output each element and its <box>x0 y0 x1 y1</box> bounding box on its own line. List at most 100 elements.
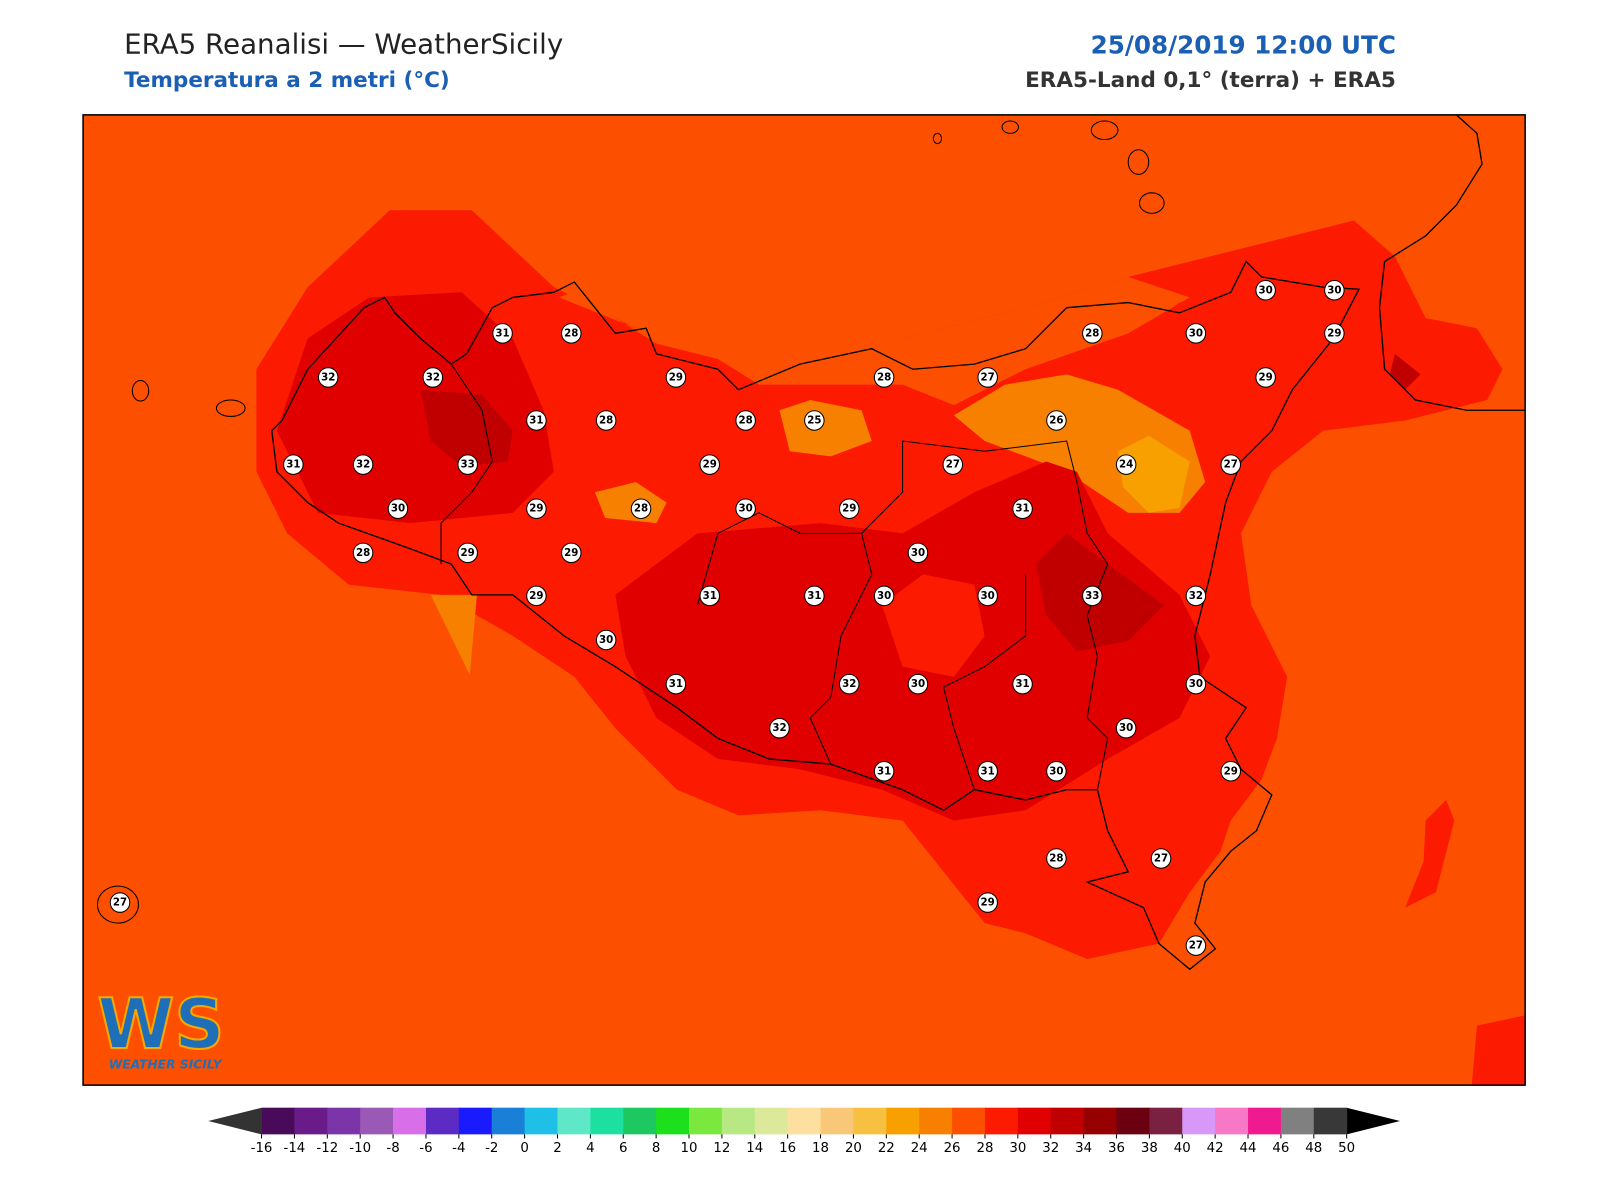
colorbar-bin <box>327 1107 361 1135</box>
station-marker <box>1046 410 1067 431</box>
station-value: 31 <box>877 765 891 777</box>
station-value: 28 <box>564 327 578 339</box>
station-marker <box>526 410 547 431</box>
frame <box>82 114 1526 1086</box>
island <box>1001 120 1019 134</box>
colorbar-bin <box>1083 1107 1118 1135</box>
station-marker <box>526 498 547 519</box>
colorbar-label: 48 <box>1305 1141 1322 1156</box>
field <box>779 400 872 457</box>
island <box>131 379 150 402</box>
station-value: 29 <box>842 503 856 515</box>
station-value: 29 <box>529 503 543 515</box>
colorbar-bin <box>820 1107 854 1135</box>
colorbar-label: 32 <box>1042 1141 1059 1156</box>
colorbar-bin <box>1149 1107 1183 1135</box>
colorbar-bin <box>491 1107 526 1135</box>
station-marker <box>561 542 582 564</box>
station-marker <box>1324 279 1345 301</box>
station-value: 29 <box>564 547 578 559</box>
colorbar-bin <box>393 1107 427 1135</box>
colorbar-label: -12 <box>316 1141 338 1156</box>
station-marker <box>1012 498 1033 519</box>
station-value: 31 <box>529 415 543 427</box>
colorbar-label: 42 <box>1207 1141 1224 1156</box>
station-value: 28 <box>739 415 753 427</box>
field <box>276 292 554 524</box>
station-marker <box>595 629 617 651</box>
station-value: 26 <box>1049 415 1063 427</box>
station-value: 30 <box>1189 678 1203 690</box>
colorbar-bin <box>557 1107 591 1135</box>
station-marker <box>1185 673 1207 695</box>
station-value: 28 <box>877 371 891 383</box>
colorbar-label: -8 <box>386 1141 399 1156</box>
station-marker <box>1255 367 1276 388</box>
colorbar-label: 28 <box>976 1141 993 1156</box>
station-marker <box>387 498 409 519</box>
colorbar-bin <box>952 1107 986 1135</box>
island <box>932 132 943 145</box>
station-value: 32 <box>426 371 440 383</box>
station-value: 28 <box>1049 852 1063 864</box>
colorbar-label: 14 <box>746 1141 763 1156</box>
stations: 31 28 32 32 29 28 27 28 30 30 30 29 29 31 28 28 25 26 31 32… <box>109 279 1345 956</box>
colorbar-bin <box>853 1107 887 1135</box>
station-marker <box>977 892 998 913</box>
island <box>1138 192 1165 214</box>
colorbar-over <box>1346 1107 1400 1135</box>
field <box>558 276 1190 406</box>
colorbar-bin <box>1215 1107 1249 1135</box>
station-value: 28 <box>356 547 370 559</box>
colorbar-label: 8 <box>652 1141 660 1156</box>
station-value: 30 <box>1327 284 1341 296</box>
station-value: 30 <box>981 590 995 602</box>
station-value: 30 <box>599 634 613 646</box>
station-value: 30 <box>911 678 925 690</box>
colorbar-label: 46 <box>1272 1141 1289 1156</box>
colorbar-bin <box>458 1107 493 1135</box>
colorbar-bin <box>689 1107 723 1135</box>
station-marker <box>838 673 860 695</box>
colorbar: -16 -14 -12 -10 -8 -6 -4 -2 0 2 4 6 8 10 12 14 16 18 20 22 2… <box>208 1107 1400 1156</box>
colorbar-label: 10 <box>681 1141 698 1156</box>
station-value: 31 <box>286 459 300 471</box>
station-marker <box>526 585 547 607</box>
station-value: 30 <box>877 590 891 602</box>
station-value: 27 <box>1154 852 1168 864</box>
station-value: 27 <box>1224 459 1238 471</box>
colorbar-label: 2 <box>553 1141 561 1156</box>
colorbar-bin <box>1116 1107 1150 1135</box>
station-value: 30 <box>1189 327 1203 339</box>
station-marker <box>1046 761 1067 782</box>
station-value: 30 <box>739 503 753 515</box>
station-marker <box>873 761 895 782</box>
station-value: 28 <box>599 415 613 427</box>
logo-caption: WEATHER SICILY <box>109 1058 223 1072</box>
station-marker <box>1185 585 1207 607</box>
station-marker <box>1082 323 1103 344</box>
border <box>942 574 1027 790</box>
map-area: 31 28 32 32 29 28 27 28 30 30 30 29 29 31 28 28 25 26 31 32… <box>83 114 1526 1086</box>
station-value: 31 <box>669 678 683 690</box>
station-value: 30 <box>391 503 405 515</box>
colorbar-label: 34 <box>1075 1141 1092 1156</box>
station-marker <box>665 673 687 695</box>
station-value: 29 <box>981 897 995 909</box>
station-value: 31 <box>981 765 995 777</box>
colorbar-label: 50 <box>1338 1141 1355 1156</box>
station-value: 31 <box>1015 678 1029 690</box>
colorbar-bin <box>590 1107 624 1135</box>
colorbar-label: -2 <box>485 1141 498 1156</box>
station-value: 31 <box>703 590 717 602</box>
colorbar-label: 0 <box>520 1141 528 1156</box>
station-marker <box>977 367 998 388</box>
station-marker <box>977 761 998 782</box>
colorbar-label: 18 <box>812 1141 829 1156</box>
colorbar-bin <box>886 1107 920 1135</box>
field <box>1128 266 1375 442</box>
station-marker <box>838 498 860 519</box>
station-marker <box>630 498 652 519</box>
field <box>882 574 985 677</box>
station-marker <box>699 585 720 607</box>
